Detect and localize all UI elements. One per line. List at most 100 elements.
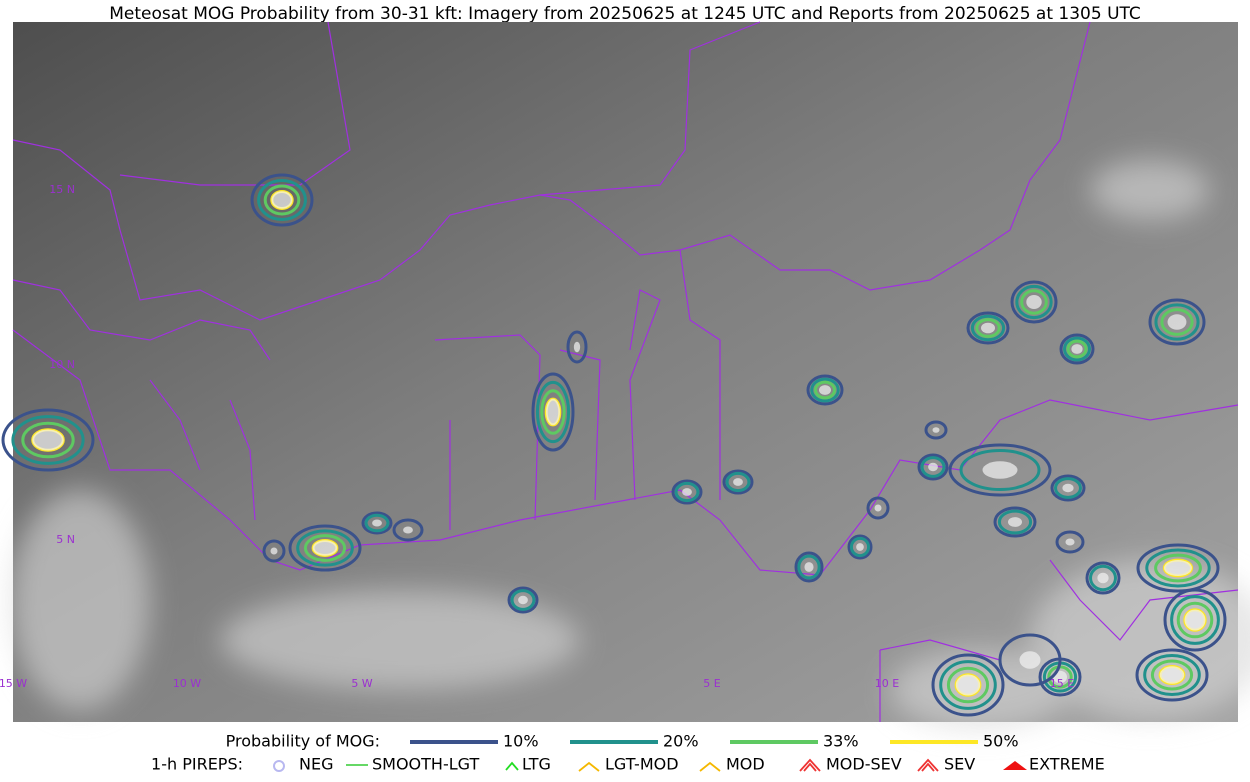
cloud-core [1008,517,1022,527]
cloud-core [955,674,981,696]
contour [303,534,347,562]
lon-label: 5 W [351,677,372,690]
cloud-core [270,547,278,555]
cloud-core [804,562,814,572]
contour [671,479,703,505]
cloud-core [1097,572,1109,584]
title: Meteosat MOG Probability from 30-31 kft:… [109,4,1141,24]
lon-label: 15 W [0,677,27,690]
cloud-core [1071,344,1083,354]
legend-text: LTG [522,755,551,774]
contour [531,372,575,452]
contour [257,179,307,221]
contour [1143,654,1201,696]
legend-text: 50% [983,732,1019,751]
contour [364,513,390,533]
contour [931,653,1005,717]
legend-label: Probability of MOG: [226,732,380,751]
contour [725,471,751,493]
satellite-image [10,22,1250,730]
cloud-core [982,461,1018,479]
contour [1066,339,1088,359]
cloud-core [1062,483,1074,493]
cloud-core [682,488,692,496]
cloud-core [546,398,560,426]
contour [1055,530,1085,554]
legend-label: 1-h PIREPS: [151,755,243,774]
contour [507,586,539,614]
contour [392,518,424,542]
contour [1085,561,1121,595]
contour [1154,553,1202,583]
contour [806,374,844,406]
contour [21,421,75,459]
pirep-icon [917,758,939,772]
cloud-core [981,322,995,334]
graticule-labels: 15 N 10 N 5 N 15 W 10 W 5 W 5 E 10 E 15 E [0,183,1074,690]
contour [1,408,95,472]
cloud-core [1159,666,1185,684]
cloud-core [874,504,882,512]
contour [849,536,871,558]
contour [1150,659,1194,691]
contour [540,389,566,435]
contour [810,377,840,403]
legend-text: 20% [663,732,699,751]
contour [1154,303,1200,341]
cloud-core [932,427,940,433]
cloud-core [819,385,831,395]
legend-text: 10% [503,732,539,751]
cloud-core [1164,559,1192,577]
lat-label: 5 N [56,533,75,546]
contour [966,311,1010,345]
contour [847,534,873,560]
cloud-core [32,429,64,451]
lon-label: 5 E [703,677,720,690]
contour [1063,336,1091,362]
contour [1145,548,1211,588]
contour [296,529,354,567]
contour [948,443,1052,497]
contour [1015,284,1053,320]
contour [1050,474,1086,502]
contour [998,633,1062,687]
lat-label: 10 N [49,358,75,371]
cloud-core [928,462,938,472]
contours [1,173,1227,717]
contour [1163,588,1227,652]
legend-text: MOD-SEV [826,755,902,774]
legend-text: SEV [944,755,975,774]
legend: Probability of MOG: 10% 20% 33% 50% 1-h PIREP… [151,732,1105,774]
contour [794,551,824,583]
pirep-icon [273,760,285,772]
contour [959,449,1041,491]
cloud-core [573,341,581,353]
contour [11,415,85,465]
lon-label: 10 W [173,677,201,690]
contour [263,184,301,216]
contour [1148,298,1206,346]
contour [970,314,1006,342]
lon-label: 15 E [1050,677,1074,690]
contour [997,509,1033,535]
cloud-core [518,595,528,605]
legend-text: NEG [299,755,333,774]
contour [924,420,948,440]
contour [1059,333,1095,365]
contour [1135,648,1209,702]
cloud-core [403,526,413,534]
cloud-core [1026,295,1042,309]
contour [722,469,754,495]
contour [535,380,571,444]
contour [250,173,314,227]
cloud-core [312,540,338,556]
contour [1089,564,1117,592]
cloud-core [271,191,293,209]
contour [939,660,997,710]
pirep-icon [799,758,821,772]
contour [566,330,588,364]
contour [975,318,1001,338]
borders [12,21,1239,722]
